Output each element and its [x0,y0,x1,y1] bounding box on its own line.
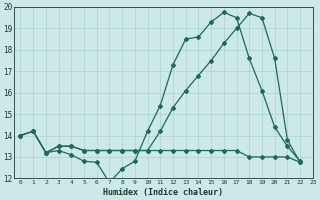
X-axis label: Humidex (Indice chaleur): Humidex (Indice chaleur) [103,188,223,197]
